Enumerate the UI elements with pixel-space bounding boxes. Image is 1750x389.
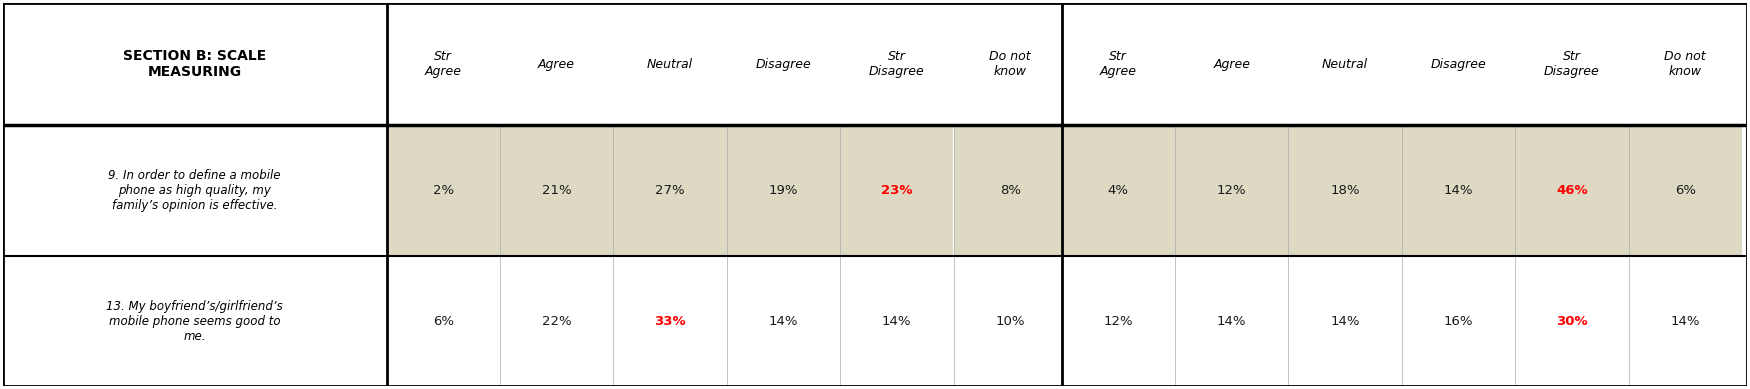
Bar [500,256,612,386]
Bar [612,256,726,386]
Text: 30%: 30% [1556,315,1587,328]
Text: 33%: 33% [654,315,686,328]
Bar [4,3,1746,126]
Text: 16%: 16% [1444,315,1474,328]
Bar [1174,3,1288,126]
Bar [1062,3,1174,126]
Text: 4%: 4% [1108,184,1129,197]
Text: 46%: 46% [1556,184,1587,197]
Text: Neutral: Neutral [648,58,693,71]
Text: 12%: 12% [1216,184,1246,197]
Text: Neutral: Neutral [1321,58,1368,71]
Text: Disagree: Disagree [756,58,812,71]
Text: 22%: 22% [542,315,572,328]
Text: 23%: 23% [880,184,912,197]
Bar [1516,3,1629,126]
Bar [4,126,387,256]
Text: 14%: 14% [1671,315,1699,328]
Text: 2%: 2% [432,184,453,197]
Bar [1402,256,1516,386]
Text: Disagree: Disagree [1432,58,1486,71]
Bar [1402,126,1516,256]
Bar [1062,126,1174,256]
Text: 12%: 12% [1104,315,1134,328]
Bar [1402,3,1516,126]
Text: 14%: 14% [882,315,912,328]
Text: 8%: 8% [999,184,1020,197]
Text: Agree: Agree [539,58,576,71]
Bar [1288,126,1402,256]
Text: Do not
know: Do not know [989,50,1031,78]
Bar [500,126,612,256]
Bar [954,256,1068,386]
Text: 14%: 14% [1216,315,1246,328]
Text: 21%: 21% [542,184,572,197]
Bar [500,3,612,126]
Bar [1288,256,1402,386]
Bar [612,126,726,256]
Bar [954,3,1068,126]
Bar [1516,126,1629,256]
Bar [387,256,500,386]
Bar [726,3,840,126]
Text: 9. In order to define a mobile
phone as high quality, my
family’s opinion is eff: 9. In order to define a mobile phone as … [108,169,282,212]
Text: 6%: 6% [432,315,453,328]
Bar [4,256,387,386]
Text: 27%: 27% [654,184,684,197]
Text: 19%: 19% [768,184,798,197]
Text: 6%: 6% [1675,184,1696,197]
Bar [1629,126,1741,256]
Text: Str
Agree: Str Agree [1099,50,1138,78]
Bar [1629,256,1741,386]
Bar [1062,256,1174,386]
Bar [840,3,954,126]
Text: Str
Disagree: Str Disagree [1544,50,1600,78]
Bar [387,126,500,256]
Bar [1288,3,1402,126]
Text: SECTION B: SCALE
MEASURING: SECTION B: SCALE MEASURING [123,49,266,79]
Text: 14%: 14% [1330,315,1360,328]
Bar [387,3,500,126]
Bar [840,126,954,256]
Bar [1174,126,1288,256]
Bar [1516,256,1629,386]
Text: Agree: Agree [1213,58,1250,71]
Text: 10%: 10% [996,315,1026,328]
Bar [954,126,1068,256]
Bar [4,3,387,126]
Text: 18%: 18% [1330,184,1360,197]
Bar [726,256,840,386]
Text: Str
Disagree: Str Disagree [870,50,924,78]
Text: 13. My boyfriend’s/girlfriend’s
mobile phone seems good to
me.: 13. My boyfriend’s/girlfriend’s mobile p… [107,300,284,343]
Bar [1629,3,1741,126]
Text: Str
Agree: Str Agree [425,50,462,78]
Text: 14%: 14% [768,315,798,328]
Bar [840,256,954,386]
Bar [612,3,726,126]
Text: 14%: 14% [1444,184,1474,197]
Bar [726,126,840,256]
Text: Do not
know: Do not know [1664,50,1706,78]
Bar [1174,256,1288,386]
